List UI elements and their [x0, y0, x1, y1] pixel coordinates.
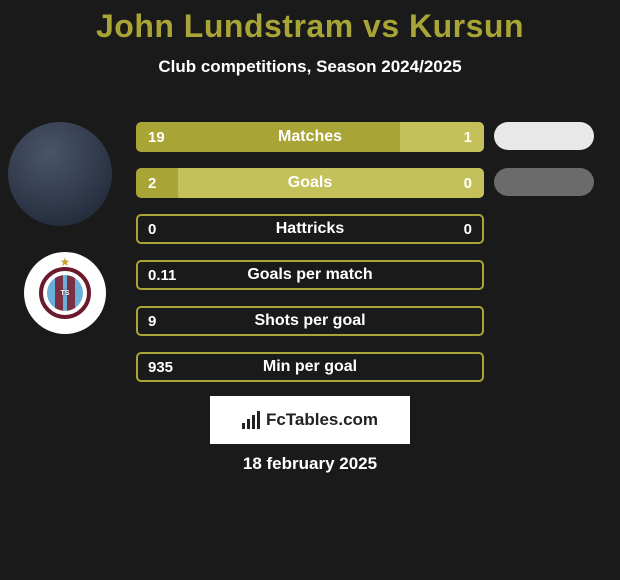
stat-label: Min per goal	[138, 358, 482, 376]
stat-row: 0 0Hattricks	[136, 214, 484, 244]
stat-label: Goals per match	[138, 266, 482, 284]
stat-label: Shots per goal	[138, 312, 482, 330]
stat-row: 9Shots per goal	[136, 306, 484, 336]
date-text: 18 february 2025	[0, 454, 620, 474]
subtitle: Club competitions, Season 2024/2025	[0, 57, 620, 77]
page-title: John Lundstram vs Kursun	[0, 8, 620, 45]
stat-left-value: 935	[148, 359, 173, 376]
stat-row: 20Goals	[136, 168, 484, 198]
stat-right-value: 1	[400, 122, 484, 152]
stat-label: Hattricks	[138, 220, 482, 238]
brand-text: FcTables.com	[266, 410, 378, 430]
comparison-pill	[494, 122, 594, 150]
stat-row: 0.11Goals per match	[136, 260, 484, 290]
stats-bars: 191Matches20Goals00Hattricks0.11Goals pe…	[136, 122, 484, 398]
stat-left-value: 19	[136, 122, 400, 152]
stat-row: 935Min per goal	[136, 352, 484, 382]
stat-row: 191Matches	[136, 122, 484, 152]
stat-left-value: 0	[148, 221, 156, 238]
stat-right-value: 0	[464, 221, 472, 238]
brand-logo-icon	[242, 411, 260, 429]
stat-right-value: 0	[178, 168, 484, 198]
club-badge-icon: TS	[43, 271, 87, 315]
avatars-column: TS	[8, 122, 118, 334]
club-avatar: TS	[24, 252, 106, 334]
stat-left-value: 0.11	[148, 267, 176, 284]
stat-left-value: 2	[136, 168, 178, 198]
pills-column	[494, 122, 604, 398]
player-avatar	[8, 122, 112, 226]
stat-left-value: 9	[148, 313, 156, 330]
comparison-pill	[494, 168, 594, 196]
brand-badge: FcTables.com	[210, 396, 410, 444]
